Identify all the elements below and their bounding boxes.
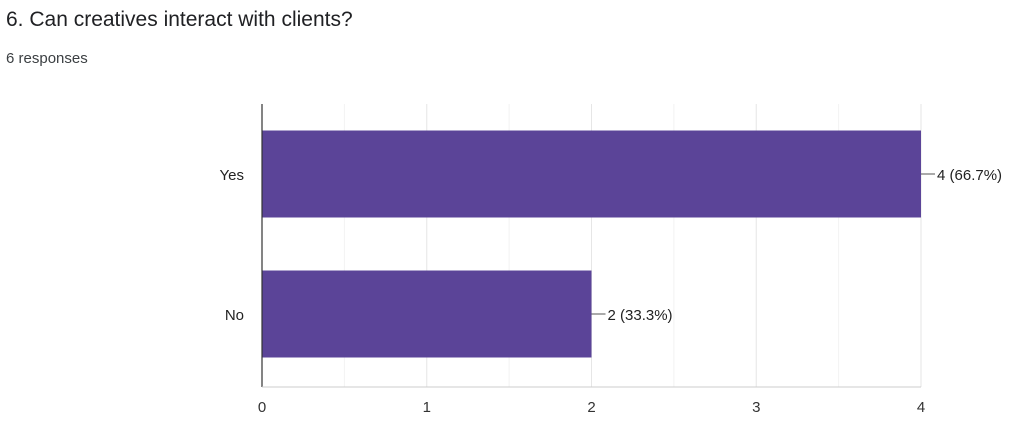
x-tick-label: 3 — [752, 399, 760, 416]
bar-no[interactable] — [262, 270, 592, 358]
labels: Yes 4 (66.7%) No 2 (33.3%) — [220, 167, 1003, 324]
bars — [262, 130, 921, 358]
response-count: 6 responses — [6, 50, 88, 67]
x-tick-label: 2 — [587, 399, 595, 416]
category-label-yes: Yes — [220, 167, 244, 184]
data-label-no: 2 (33.3%) — [608, 307, 673, 324]
question-title: 6. Can creatives interact with clients? — [6, 8, 353, 31]
x-tick-label: 4 — [917, 399, 925, 416]
x-tick-label: 0 — [258, 399, 266, 416]
bar-yes[interactable] — [262, 130, 921, 218]
x-tick-label: 1 — [423, 399, 431, 416]
data-label-yes: 4 (66.7%) — [937, 167, 1002, 184]
axes: 0 1 2 3 4 — [258, 104, 925, 416]
category-label-no: No — [225, 307, 244, 324]
